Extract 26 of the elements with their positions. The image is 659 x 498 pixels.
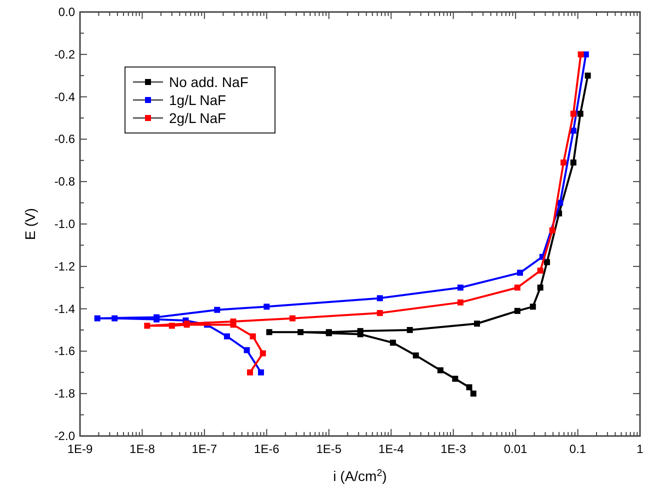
y-tick-label: 0.0 xyxy=(58,5,76,19)
y-tick-label: -1.6 xyxy=(54,344,76,358)
y-axis-title: E (V) xyxy=(22,208,38,240)
x-axis-title: i (A/cm$^{2}$) xyxy=(333,468,387,484)
y-tick-label: -1.2 xyxy=(54,259,76,274)
y-tick-label: -0.4 xyxy=(54,90,76,104)
x-tick-label: 0.01 xyxy=(504,442,528,456)
y-tick-label: -0.6 xyxy=(54,132,76,146)
y-tick-label: -1.4 xyxy=(54,302,76,316)
legend-label: 2g/L NaF xyxy=(169,110,226,126)
legend-label: 1g/L NaF xyxy=(169,92,226,108)
x-tick-label: 1E-5 xyxy=(316,442,342,456)
x-tick-label: 1 xyxy=(636,442,644,456)
legend-label: No add. NaF xyxy=(169,74,248,90)
y-tick-label: -0.8 xyxy=(54,174,76,189)
y-tick-label: -1.0 xyxy=(54,217,76,231)
x-tick-label: 1E-9 xyxy=(67,442,93,456)
x-tick-label: 1E-8 xyxy=(130,442,156,456)
y-tick-label: -1.8 xyxy=(54,386,76,401)
y-tick-label: -2.0 xyxy=(54,429,76,443)
x-tick-label: 1E-4 xyxy=(378,442,404,456)
x-tick-label: 0.1 xyxy=(569,442,586,456)
y-tick-label: -0.2 xyxy=(54,47,76,62)
x-tick-label: 1E-6 xyxy=(254,442,280,456)
x-tick-label: 1E-3 xyxy=(440,442,466,456)
x-tick-label: 1E-7 xyxy=(192,442,218,456)
